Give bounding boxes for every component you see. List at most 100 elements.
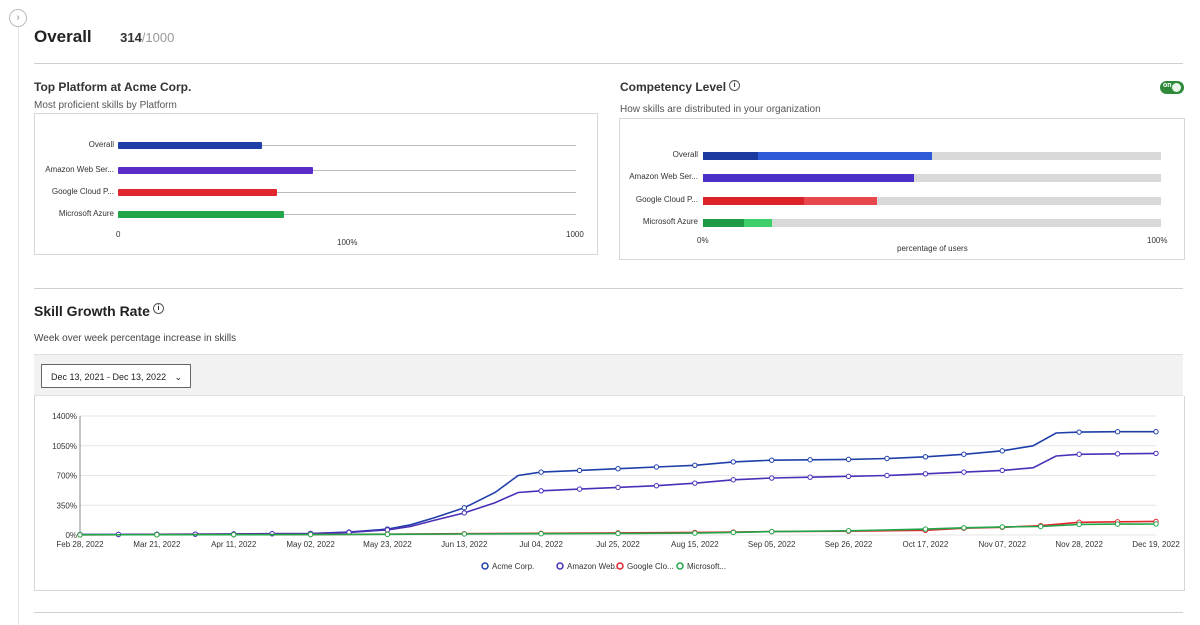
data-point: [999, 467, 1005, 474]
data-point: [999, 524, 1005, 530]
x-tick-label: Aug 15, 2022: [671, 540, 719, 549]
bar-track: [118, 214, 576, 215]
data-point: [1153, 429, 1159, 435]
x-tick-label: 0%: [697, 236, 709, 245]
data-point: [154, 532, 160, 538]
bar-0: [118, 142, 262, 149]
legend-label: Google Clo...: [627, 562, 674, 571]
top-platform-chart: Overall Amazon Web Ser... Google Cloud P..…: [34, 113, 598, 255]
data-point: [576, 486, 583, 492]
top-platform-title: Top Platform at Acme Corp.: [34, 80, 192, 94]
data-point: [538, 488, 544, 494]
bar-label: Google Cloud P...: [51, 187, 114, 196]
bar-segment: [703, 197, 804, 205]
header-divider: [34, 63, 1183, 64]
data-point: [769, 457, 775, 463]
x-tick-label: Apr 11, 2022: [211, 540, 257, 549]
x-tick-label: Sep 05, 2022: [748, 540, 796, 549]
data-point: [307, 531, 314, 538]
data-point: [1076, 521, 1082, 528]
score-value: 314: [120, 30, 142, 45]
page-title: Overall: [34, 27, 92, 46]
competency-toggle[interactable]: on: [1160, 81, 1184, 94]
data-point: [653, 483, 660, 489]
legend-label: Microsoft...: [687, 562, 726, 571]
data-point: [615, 484, 621, 491]
chevron-down-icon: ⌄: [174, 372, 182, 382]
bar-label: Microsoft Azure: [642, 217, 698, 226]
y-tick-label: 0%: [65, 531, 77, 540]
data-point: [845, 473, 852, 480]
section-divider: [34, 288, 1183, 289]
bar-track: [703, 197, 1161, 205]
data-point: [653, 464, 660, 470]
overall-header: Overall 314/1000: [34, 27, 174, 47]
data-point: [231, 531, 237, 538]
x-tick-label: Jun 13, 2022: [441, 540, 488, 549]
data-point: [692, 530, 698, 536]
y-tick-label: 1050%: [52, 442, 77, 451]
skill-growth-chart: 0% 350% 700% 1050% 1400% Feb 28, 2022 Mar 21, …: [52, 412, 1180, 571]
x-tick-label: 1000: [566, 230, 584, 239]
series-line: [79, 430, 1156, 536]
legend-marker: [481, 562, 489, 570]
data-point: [922, 471, 929, 477]
toggle-label: on: [1163, 82, 1172, 89]
chart-toolbar: [34, 354, 1183, 396]
x-tick-label: Sep 26, 2022: [825, 540, 873, 549]
y-tick-label: 700%: [57, 472, 77, 481]
data-point: [845, 456, 852, 463]
data-point: [576, 467, 583, 474]
bottom-divider: [34, 612, 1183, 613]
data-point: [615, 466, 621, 472]
bar-track: [118, 192, 576, 193]
data-point: [961, 469, 967, 475]
bar-track: [118, 170, 576, 171]
date-range-select[interactable]: Dec 13, 2021 - Dec 13, 2022 ⌄: [41, 364, 191, 388]
data-point: [77, 532, 83, 538]
data-point: [769, 475, 775, 481]
series-line: [79, 452, 1157, 536]
x-tick-label: Oct 17, 2022: [903, 540, 949, 549]
data-point: [692, 462, 698, 469]
info-icon[interactable]: i: [152, 303, 164, 314]
data-point: [807, 474, 813, 480]
x-tick-label: May 02, 2022: [286, 540, 335, 549]
legend-marker: [676, 562, 684, 570]
data-point: [1076, 429, 1082, 435]
score-total: /1000: [141, 30, 175, 45]
data-point: [538, 469, 544, 475]
x-tick-label: Nov 07, 2022: [978, 540, 1026, 549]
bar-3: [118, 211, 284, 218]
data-point: [730, 477, 736, 483]
bar-segment: [703, 174, 914, 182]
info-icon[interactable]: i: [729, 80, 741, 91]
legend-label: Amazon Web...: [567, 562, 622, 571]
data-point: [1114, 451, 1121, 457]
toggle-knob: [1172, 83, 1181, 92]
skill-growth-title: Skill Growth Rate i: [34, 303, 164, 319]
data-point: [807, 457, 813, 463]
x-tick-label: 100%: [1147, 236, 1168, 245]
data-point: [461, 505, 467, 511]
bar-label: Amazon Web Ser...: [45, 165, 114, 174]
data-point: [692, 480, 698, 486]
chevron-right-icon[interactable]: ›: [9, 9, 27, 27]
x-tick-label: Dec 19, 2022: [1132, 540, 1180, 549]
data-point: [461, 510, 467, 516]
data-point: [538, 531, 544, 537]
data-point: [1153, 450, 1159, 457]
x-tick-label: 0: [116, 230, 121, 239]
bar-track: [703, 219, 1161, 227]
data-point: [845, 528, 852, 534]
bar-segment: [703, 152, 758, 160]
data-point: [1038, 523, 1044, 530]
bar-label: Overall: [88, 140, 114, 149]
data-point: [384, 531, 391, 538]
competency-subtitle: How skills are distributed in your organ…: [620, 104, 821, 115]
skill-growth-title-text: Skill Growth Rate: [34, 303, 150, 319]
data-point: [1114, 521, 1121, 527]
x-tick-label: Jul 04, 2022: [519, 540, 563, 549]
bar-label: Microsoft Azure: [58, 209, 114, 218]
x-tick-label: Jul 25, 2022: [596, 540, 640, 549]
